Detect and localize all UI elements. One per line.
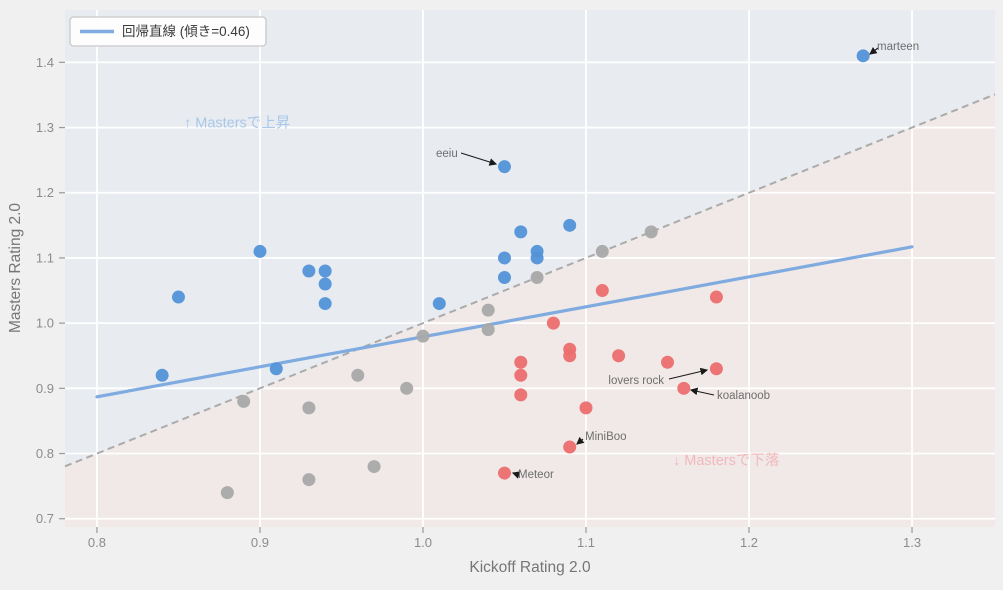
y-tick-label: 1.2 [36, 185, 54, 200]
annotation-label-marteen: marteen [877, 41, 919, 53]
annotation-arrow-miniboo [576, 436, 585, 445]
region-annotations: ↑ Mastersで上昇 ↓ Mastersで下落 [184, 114, 780, 469]
point-unchanged [400, 381, 414, 395]
point-unchanged [644, 225, 658, 239]
legend-box [69, 16, 267, 47]
y-tick-label: 0.9 [36, 381, 54, 396]
annotation-arrow-eeiu [460, 152, 498, 166]
region-masters-up-bg [65, 10, 995, 467]
point-masters-down [514, 355, 528, 369]
point-masters-up [171, 290, 185, 304]
x-tick-label: 0.8 [88, 535, 106, 550]
region-annotation-down: ↓ Mastersで下落 [673, 452, 780, 469]
legend-label: 回帰直線 (傾き=0.46) [122, 23, 250, 39]
point-masters-up [497, 251, 511, 265]
axes: 0.8 0.9 1.0 1.1 1.2 1.3 0.7 0.8 0.9 1.0 1.1 1.2 1.3 1… [7, 55, 921, 576]
point-unchanged [367, 460, 381, 474]
point-masters-up [318, 277, 332, 291]
y-tick-label: 0.8 [36, 446, 54, 461]
annotation-label-miniboo: MiniBoo [585, 431, 627, 443]
annotation-label-lovers-rock: lovers rock [608, 375, 664, 387]
reference-lines [64, 93, 996, 468]
y-tick-label: 1.0 [36, 316, 54, 331]
annotation-arrow-meteor [511, 471, 521, 479]
legend: 回帰直線 (傾き=0.46) [69, 16, 267, 47]
point-masters-up [530, 251, 544, 265]
point-unchanged [595, 244, 609, 258]
plot-background [65, 10, 995, 528]
y-tick-label: 1.1 [36, 250, 54, 265]
point-masters-up [497, 270, 511, 284]
point-annotations: marteen eeiu lovers rock koalanoob MiniBoo Me… [436, 41, 919, 481]
point-masters-up [253, 244, 267, 258]
point-unchanged [416, 329, 430, 343]
x-tick-label: 1.0 [414, 535, 432, 550]
point-masters-up [514, 225, 528, 239]
point-unchanged [302, 473, 316, 487]
point-masters-up [155, 368, 169, 382]
point-masters-down [546, 316, 560, 330]
point-unchanged [530, 270, 544, 284]
annotation-arrow-marteen [869, 46, 879, 55]
region-masters-down-bg [65, 94, 995, 528]
x-tick-label: 1.3 [903, 535, 921, 550]
x-axis-title: Kickoff Rating 2.0 [469, 559, 591, 576]
point-masters-down [709, 362, 723, 376]
identity-line [64, 93, 996, 468]
annotation-label-eeiu: eeiu [436, 148, 458, 160]
point-masters-down [514, 368, 528, 382]
point-masters-up [856, 49, 870, 63]
point-unchanged [481, 323, 495, 337]
point-masters-down [563, 349, 577, 363]
region-annotation-up: ↑ Mastersで上昇 [184, 114, 290, 131]
point-masters-down [497, 466, 511, 480]
point-masters-down [514, 388, 528, 402]
y-tick-label: 0.7 [36, 511, 54, 526]
point-unchanged [220, 486, 234, 500]
gridlines [65, 10, 995, 527]
point-masters-up [497, 160, 511, 174]
x-tick-label: 1.1 [577, 535, 595, 550]
point-unchanged [237, 394, 251, 408]
x-tick-label: 0.9 [251, 535, 269, 550]
point-masters-down [579, 401, 593, 415]
scatter-points [155, 49, 870, 500]
point-masters-down [595, 284, 609, 298]
annotation-label-koalanoob: koalanoob [717, 390, 770, 402]
regression-line [95, 245, 914, 399]
point-masters-up [302, 264, 316, 278]
point-masters-up [563, 218, 577, 232]
y-tick-label: 1.4 [36, 55, 54, 70]
point-masters-down [563, 440, 577, 454]
point-masters-down [677, 381, 691, 395]
point-masters-down [709, 290, 723, 304]
annotation-arrow-koalanoob [689, 387, 715, 396]
point-unchanged [351, 368, 365, 382]
annotation-arrow-lovers-rock [668, 367, 709, 380]
point-unchanged [481, 303, 495, 317]
point-masters-up [318, 297, 332, 311]
point-masters-down [612, 349, 626, 363]
point-masters-up [318, 264, 332, 278]
x-tick-label: 1.2 [740, 535, 758, 550]
point-unchanged [302, 401, 316, 415]
y-tick-label: 1.3 [36, 120, 54, 135]
y-axis-title: Masters Rating 2.0 [7, 203, 24, 333]
point-masters-down [661, 355, 675, 369]
point-masters-up [269, 362, 283, 376]
point-masters-up [432, 297, 446, 311]
annotation-label-meteor: Meteor [518, 469, 554, 481]
